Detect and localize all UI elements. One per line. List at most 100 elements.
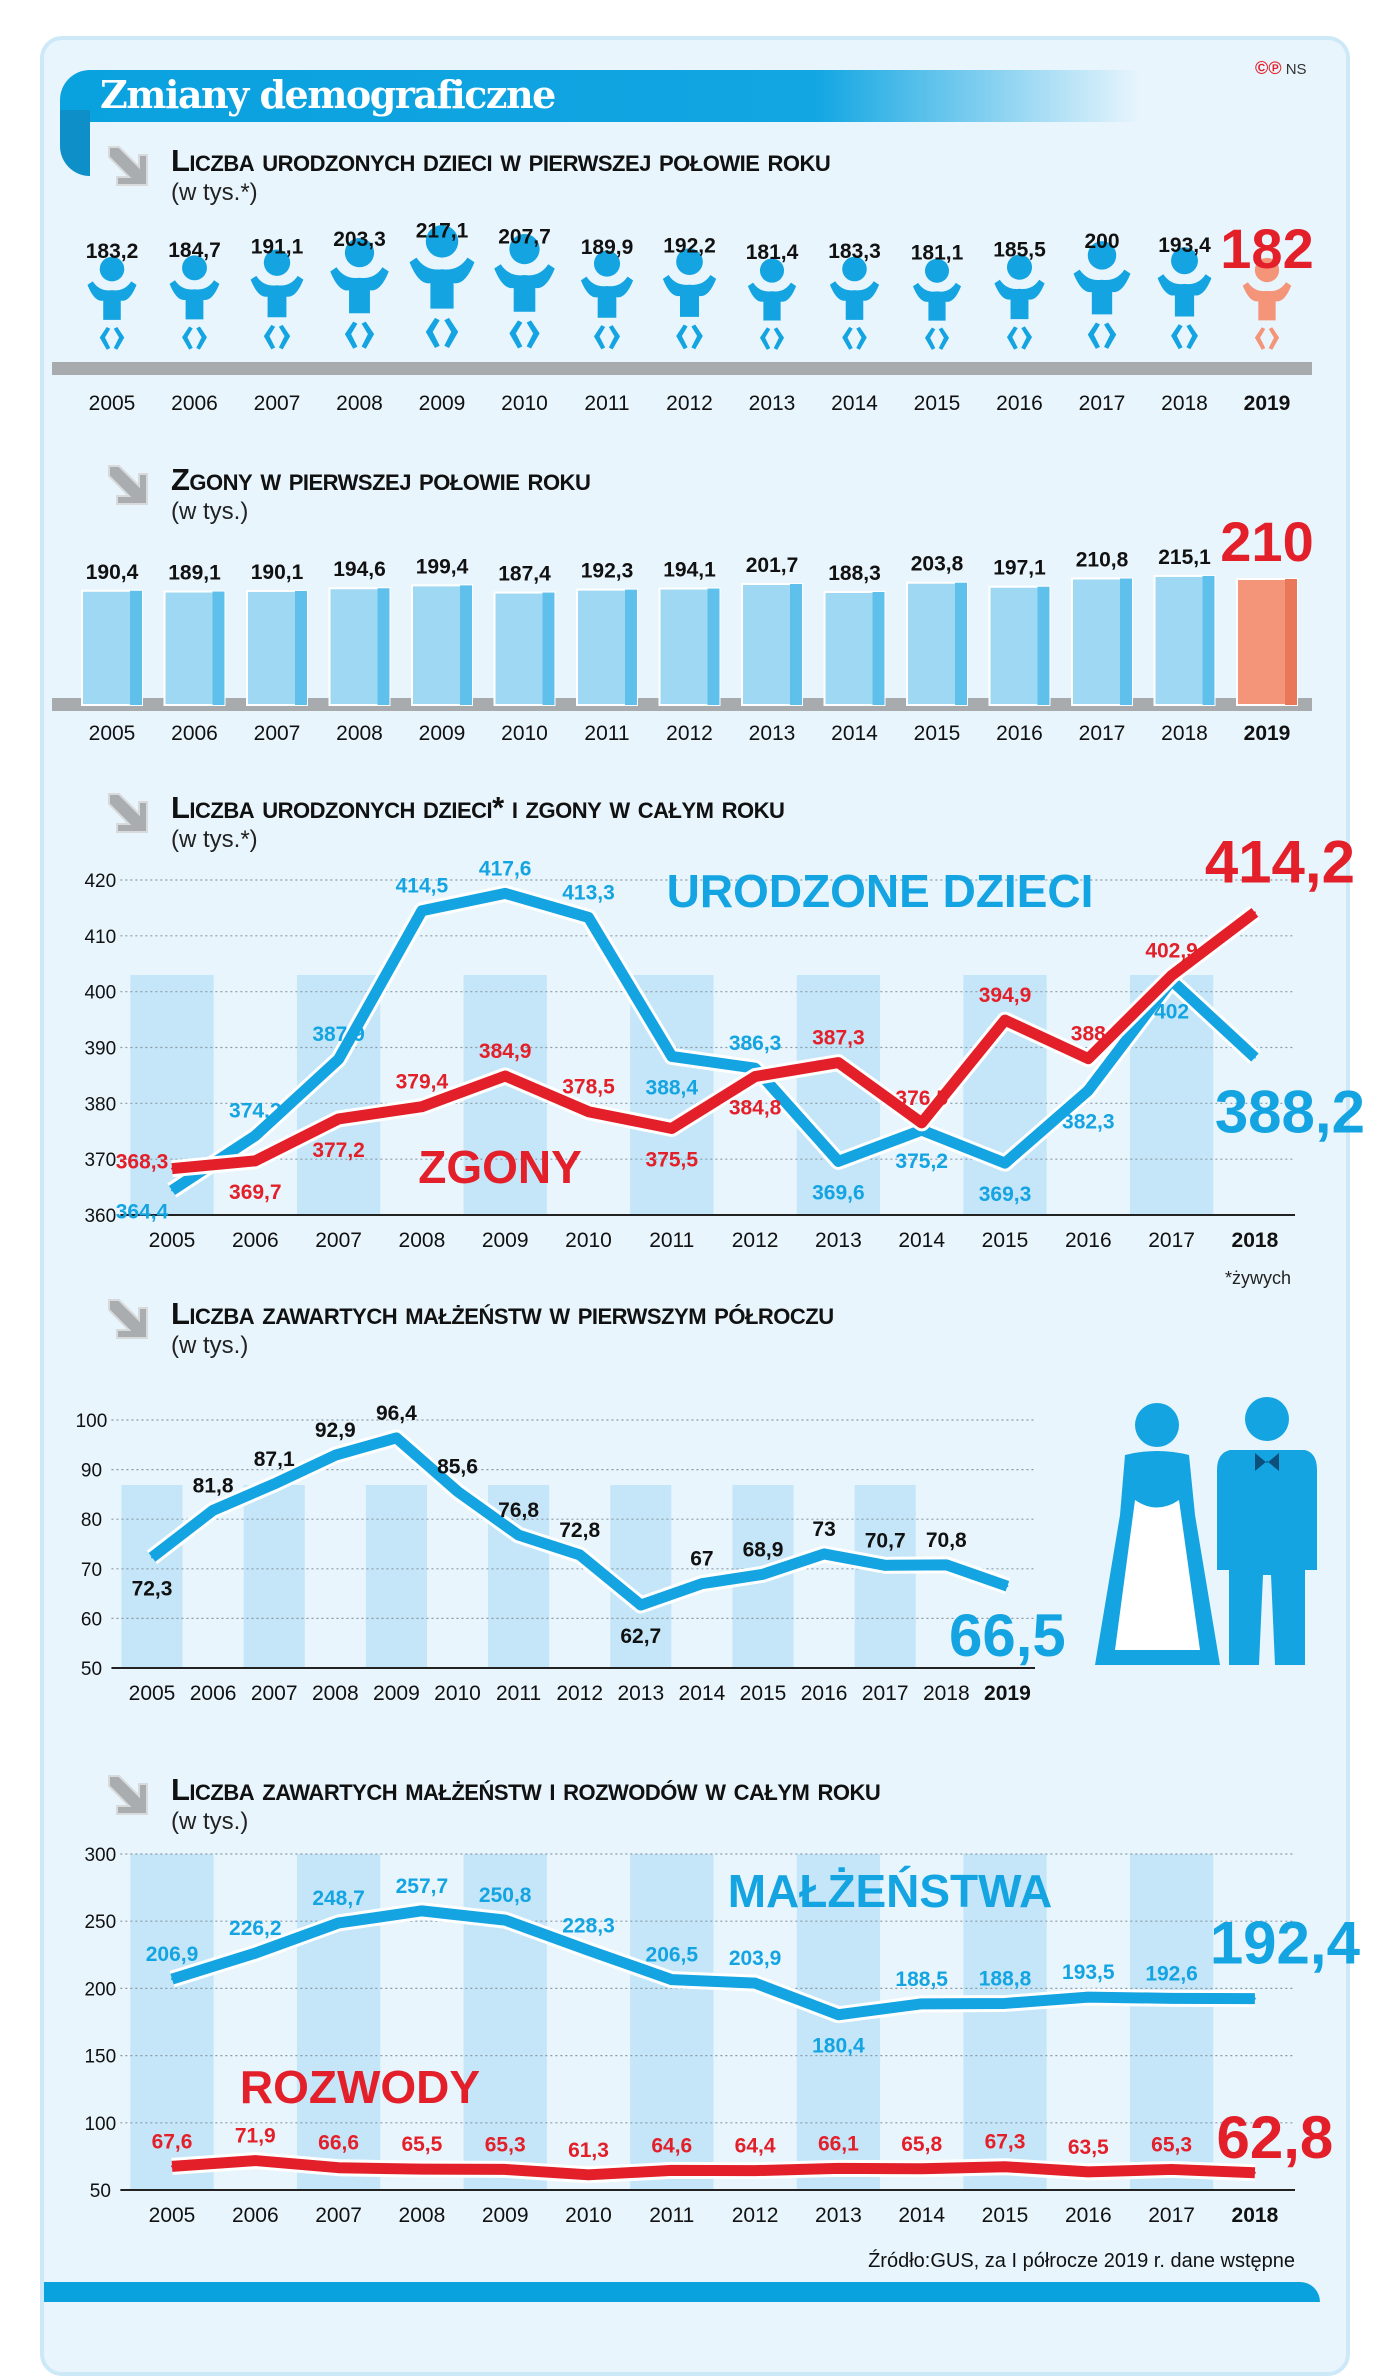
bride-groom-icon (1095, 1397, 1317, 1665)
value-label: 65,5 (401, 2133, 442, 2156)
year-label: 2013 (749, 392, 796, 415)
data-point (1087, 1089, 1090, 1092)
year-label: 2015 (740, 1682, 787, 1705)
baby-head (924, 258, 950, 283)
data-point (945, 1563, 948, 1566)
year-label: 2007 (315, 2204, 362, 2227)
value-label: 197,1 (993, 557, 1046, 580)
baby-pictogram (494, 233, 555, 349)
shelf (52, 362, 1312, 375)
data-point (334, 1454, 337, 1457)
value-label: 417,6 (479, 857, 532, 880)
data-point (254, 2159, 257, 2162)
data-point (670, 2169, 673, 2172)
baby-pictogram (1157, 247, 1212, 350)
baby-legs (182, 326, 207, 350)
column-stripe (1129, 1854, 1214, 2190)
value-label: 384,9 (479, 1040, 532, 1063)
year-label: 2011 (649, 2204, 694, 2227)
data-point (337, 2166, 340, 2169)
value-label: 73 (812, 1518, 835, 1541)
year-label: 2008 (312, 1682, 359, 1705)
data-point (420, 2168, 423, 2171)
y-tick-label: 410 (84, 927, 116, 948)
data-point (456, 1490, 459, 1493)
baby-body (1157, 274, 1212, 317)
data-point (273, 1482, 276, 1485)
value-label: 92,9 (315, 1419, 356, 1442)
data-point (762, 1573, 764, 1576)
value-label: 203,9 (729, 1947, 782, 1970)
data-point (578, 1553, 581, 1556)
column-stripe (963, 975, 1047, 1215)
year-label: 2011 (584, 392, 629, 415)
baby-legs (1254, 327, 1280, 350)
data-point (254, 1952, 257, 1955)
value-label: 87,1 (254, 1448, 295, 1471)
column-stripe (296, 1854, 381, 2190)
y-tick-label: 90 (81, 1461, 102, 1482)
value-label: 193,4 (1158, 234, 1211, 257)
baby-pictogram (662, 248, 717, 350)
year-label: 2010 (565, 2204, 612, 2227)
value-label: 191,1 (251, 235, 304, 258)
value-label: 184,7 (168, 239, 221, 262)
baby-legs (425, 317, 459, 349)
baby-head (759, 258, 785, 283)
baby-head (676, 248, 703, 276)
baby-head (509, 233, 540, 265)
value-label: 217,1 (416, 220, 469, 243)
year-label: 2018 (1232, 2204, 1279, 2227)
bar-side (1285, 579, 1297, 705)
value-label: 199,4 (416, 555, 469, 578)
value-label: 228,3 (562, 1914, 615, 1937)
value-label: 188,5 (895, 1968, 948, 1991)
value-label: 248,7 (312, 1887, 365, 1910)
year-label: 2006 (171, 392, 218, 415)
value-label: 188,3 (828, 562, 881, 585)
data-point (920, 1121, 923, 1124)
data-point (504, 892, 507, 895)
baby-body (747, 282, 797, 321)
year-label: 2009 (373, 1682, 420, 1705)
year-label: 2008 (336, 722, 383, 745)
y-tick-label: 50 (81, 1659, 102, 1680)
year-label: 2014 (679, 1682, 726, 1705)
value-label: 193,5 (1062, 1961, 1115, 1984)
year-label: 2014 (898, 1229, 945, 1252)
year-label: 2008 (399, 2204, 446, 2227)
year-label: 2011 (649, 1229, 694, 1252)
małżeństwa-line (170, 1905, 1255, 2021)
value-label: 384,8 (729, 1097, 782, 1120)
baby-head (1254, 257, 1280, 283)
data-point (884, 1564, 887, 1567)
baby-legs (924, 327, 950, 350)
value-label: 181,1 (911, 241, 964, 264)
year-label: 2019 (984, 1682, 1031, 1705)
highlight-value-label: 414,2 (1205, 828, 1355, 895)
value-label: 192,3 (581, 560, 634, 583)
baby-legs (1087, 322, 1117, 349)
y-tick-label: 380 (84, 1094, 116, 1115)
data-point (1253, 2171, 1256, 2174)
y-tick-label: 80 (81, 1510, 102, 1531)
value-label: 215,1 (1158, 546, 1211, 569)
baby-pictogram (330, 238, 389, 349)
baby-pictogram (994, 254, 1045, 350)
year-label: 2019 (1244, 392, 1291, 415)
value-label: 76,8 (498, 1499, 539, 1522)
section-title: Liczba zawartych małżeństw i rozwodów w … (171, 1772, 881, 1807)
column-stripe (796, 975, 881, 1215)
value-label: 96,4 (376, 1402, 417, 1425)
value-label: 382,3 (1062, 1110, 1115, 1133)
baby-body (1073, 269, 1131, 315)
value-label: 378,5 (562, 1076, 615, 1099)
column-stripe (630, 1854, 714, 2190)
value-label: 387,3 (812, 1027, 865, 1050)
year-label: 2012 (732, 1229, 779, 1252)
year-label: 2015 (982, 2204, 1029, 2227)
year-label: 2013 (815, 2204, 862, 2227)
section-subtitle: (w tys.) (171, 1332, 249, 1359)
value-label: 187,4 (498, 563, 551, 586)
value-label: 66,6 (318, 2132, 359, 2155)
